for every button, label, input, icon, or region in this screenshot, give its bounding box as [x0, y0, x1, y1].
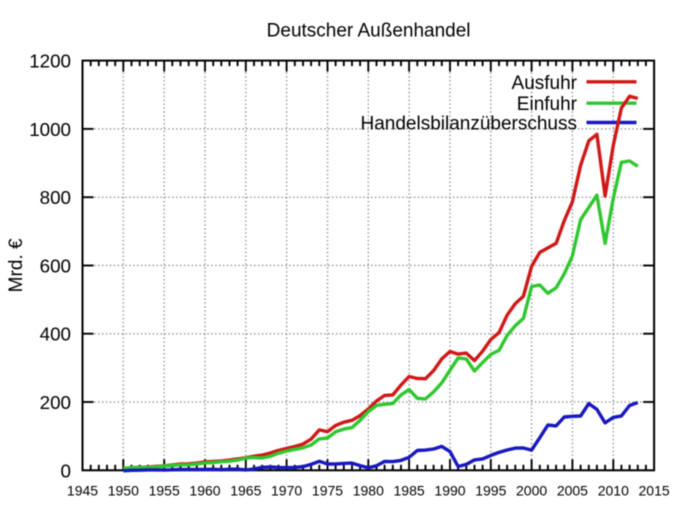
svg-text:1980: 1980 — [353, 482, 384, 498]
svg-text:2010: 2010 — [598, 482, 629, 498]
svg-text:1970: 1970 — [271, 482, 302, 498]
svg-text:800: 800 — [40, 187, 71, 208]
svg-text:400: 400 — [40, 324, 71, 345]
svg-text:1945: 1945 — [67, 482, 98, 498]
svg-text:2000: 2000 — [516, 482, 547, 498]
svg-text:1965: 1965 — [230, 482, 261, 498]
svg-text:1200: 1200 — [29, 51, 71, 72]
svg-text:1960: 1960 — [189, 482, 220, 498]
svg-text:0: 0 — [61, 460, 71, 481]
svg-text:1955: 1955 — [149, 482, 180, 498]
svg-text:Deutscher Außenhandel: Deutscher Außenhandel — [267, 21, 471, 42]
svg-text:2005: 2005 — [557, 482, 588, 498]
svg-text:1995: 1995 — [475, 482, 506, 498]
svg-text:1000: 1000 — [29, 119, 71, 140]
svg-text:Handelsbilanzüberschuss: Handelsbilanzüberschuss — [360, 114, 577, 135]
svg-text:Mrd. €: Mrd. € — [6, 238, 27, 292]
svg-text:200: 200 — [40, 392, 71, 413]
svg-text:1990: 1990 — [434, 482, 465, 498]
svg-text:1985: 1985 — [394, 482, 425, 498]
svg-text:1950: 1950 — [108, 482, 139, 498]
svg-text:Ausfuhr: Ausfuhr — [512, 73, 578, 94]
svg-text:2015: 2015 — [639, 482, 670, 498]
svg-text:1975: 1975 — [312, 482, 343, 498]
svg-text:600: 600 — [40, 256, 71, 277]
svg-text:Einfuhr: Einfuhr — [517, 94, 578, 115]
